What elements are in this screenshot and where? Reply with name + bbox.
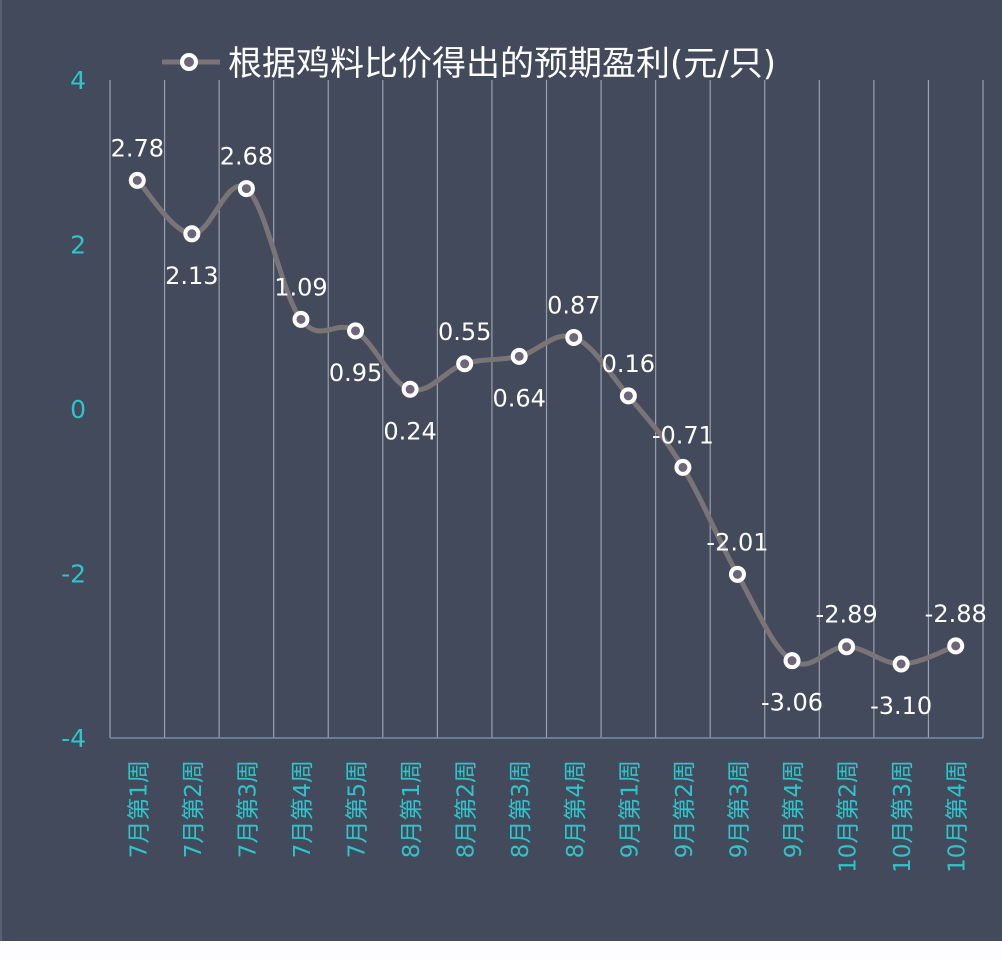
data-point-marker [674,458,692,476]
legend-marker-icon [180,53,198,71]
x-tick-label: 10月第2周 [836,760,862,873]
data-label: 2.13 [165,262,218,290]
y-tick-label: 2 [70,231,86,260]
x-tick-label: 7月第1周 [126,760,152,858]
data-label: -2.01 [706,528,768,556]
x-axis-ticks: 7月第1周 7月第2周 7月第3周 7月第4周 7月第5周 8月第1周 8月第2周 8月第3周… [126,760,970,873]
data-label: 2.68 [220,143,273,171]
data-label: -3.10 [870,692,932,720]
data-label: 0.64 [493,384,546,412]
y-tick-label: 4 [70,66,86,95]
line-chart: 4 2 0 -2 -4 7月第1周 7月第2周 7月第3周 7月第4周 7月第5周 8月第1周 8月… [61,44,987,873]
data-point-marker [401,380,419,398]
data-point-marker [892,655,910,673]
data-point-marker [292,310,310,328]
data-label: 2.78 [111,134,164,162]
data-label: 0.95 [329,359,382,387]
data-point-marker [347,322,365,340]
data-label: -3.06 [761,689,823,717]
data-label: 0.16 [602,350,655,378]
data-point-marker [565,328,583,346]
x-tick-label: 9月第4周 [781,760,807,858]
data-label: 0.55 [438,318,491,346]
data-point-marker [947,637,965,655]
y-tick-label: -2 [61,560,86,589]
data-point-marker [728,565,746,583]
data-point-marker [183,225,201,243]
data-label: -0.71 [652,421,714,449]
x-tick-label: 8月第2周 [454,760,480,858]
data-point-marker [128,171,146,189]
x-tick-label: 10月第3周 [890,760,916,873]
data-labels: 2.78 2.13 2.68 1.09 0.95 0.24 0.55 0.64 0.87 0.16… [111,134,987,720]
x-tick-label: 7月第5周 [345,760,371,858]
x-tick-label: 7月第4周 [290,760,316,858]
x-tick-label: 7月第2周 [181,760,207,858]
data-label: 0.87 [547,291,600,319]
data-label: 1.09 [274,273,327,301]
data-point-marker [783,652,801,670]
y-tick-label: -4 [61,724,86,753]
x-tick-label: 8月第3周 [508,760,534,858]
x-tick-label: 8月第1周 [399,760,425,858]
y-axis-ticks: 4 2 0 -2 -4 [61,66,86,753]
data-point-marker [838,638,856,656]
legend: 根据鸡料比价得出的预期盈利(元/只) [162,44,776,84]
data-markers [128,171,965,673]
x-tick-label: 9月第2周 [672,760,698,858]
x-tick-label: 9月第1周 [617,760,643,858]
x-tick-label: 8月第4周 [563,760,589,858]
x-tick-label: 10月第4周 [945,760,971,873]
data-label: 0.24 [383,417,436,445]
data-label: -2.89 [816,601,878,629]
data-point-marker [237,180,255,198]
y-tick-label: 0 [70,395,86,424]
vertical-gridlines [109,80,984,738]
data-point-marker [456,355,474,373]
data-label: -2.88 [925,600,987,628]
chart-title: 根据鸡料比价得出的预期盈利(元/只) [228,44,776,84]
data-point-marker [510,347,528,365]
data-point-marker [619,387,637,405]
x-tick-label: 7月第3周 [235,760,261,858]
x-tick-label: 9月第3周 [726,760,752,858]
